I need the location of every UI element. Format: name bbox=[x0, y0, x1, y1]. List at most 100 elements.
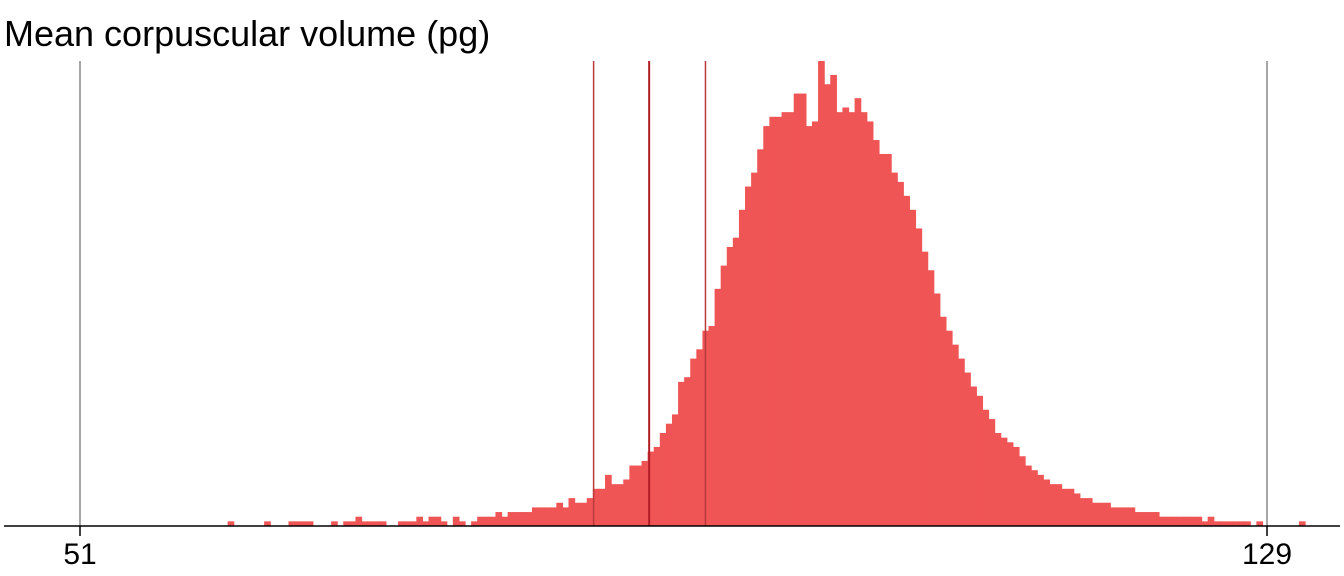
histogram-bar bbox=[629, 465, 637, 526]
histogram-bar bbox=[1238, 521, 1245, 526]
histogram-bar bbox=[751, 172, 758, 526]
histogram-bar bbox=[1244, 521, 1251, 526]
histogram-bar bbox=[921, 251, 929, 526]
histogram-bar bbox=[781, 112, 789, 527]
histogram-bar bbox=[440, 521, 448, 526]
histogram-bar bbox=[659, 433, 667, 526]
histogram-bar bbox=[586, 498, 594, 526]
histogram-bar bbox=[1091, 502, 1099, 526]
histogram-bar bbox=[635, 465, 643, 526]
histogram-bar bbox=[671, 414, 679, 526]
histogram-bar bbox=[489, 516, 497, 526]
histogram-bar bbox=[1183, 516, 1190, 526]
histogram-bar bbox=[416, 516, 424, 526]
histogram-bar bbox=[1158, 516, 1166, 526]
histogram-bar bbox=[550, 507, 557, 526]
histogram-bar bbox=[842, 107, 850, 526]
histogram-bar bbox=[367, 521, 375, 526]
histogram-bar bbox=[617, 484, 624, 526]
histogram-bar bbox=[525, 512, 533, 526]
histogram-bar bbox=[994, 433, 1002, 526]
histogram-bar bbox=[836, 112, 844, 527]
histogram-bar bbox=[665, 423, 673, 526]
histogram-bar bbox=[1189, 516, 1197, 526]
histogram-bar bbox=[903, 195, 910, 526]
histogram-bar bbox=[891, 172, 898, 526]
histogram-bar bbox=[1165, 516, 1172, 526]
histogram-bar bbox=[915, 228, 923, 526]
histogram-bar bbox=[732, 237, 740, 526]
histogram-bar bbox=[1177, 516, 1184, 526]
histogram-bar bbox=[568, 498, 576, 526]
histogram-bar bbox=[1031, 470, 1038, 526]
histogram-bar bbox=[1256, 521, 1264, 526]
histogram-bar bbox=[623, 479, 630, 526]
histogram-bar bbox=[1098, 502, 1105, 526]
histogram-bar bbox=[964, 372, 971, 526]
histogram-bar bbox=[300, 521, 308, 526]
histogram-bar bbox=[678, 381, 685, 526]
histogram-bar bbox=[1110, 507, 1117, 526]
histogram-bar bbox=[976, 395, 984, 526]
histogram-bar bbox=[1213, 521, 1221, 526]
histogram-bar bbox=[361, 521, 369, 526]
histogram-bar bbox=[343, 521, 350, 526]
histogram-bar bbox=[726, 247, 734, 526]
histogram-bar bbox=[1225, 521, 1233, 526]
histogram-bar bbox=[1140, 512, 1148, 526]
histogram-bar bbox=[945, 330, 953, 526]
histogram-bar bbox=[1207, 516, 1215, 526]
histogram-bar bbox=[611, 484, 618, 526]
histogram-bar bbox=[1043, 479, 1050, 526]
histogram-bar bbox=[818, 61, 825, 526]
histogram-bar bbox=[1018, 456, 1026, 526]
x-tick-label-51: 51 bbox=[63, 538, 96, 571]
histogram-bar bbox=[1085, 498, 1093, 526]
histogram-bar bbox=[379, 521, 387, 526]
histogram-bar bbox=[1195, 516, 1203, 526]
histogram-bar bbox=[1134, 512, 1142, 526]
histogram-bar bbox=[410, 521, 417, 526]
histogram-bar bbox=[598, 488, 606, 526]
histogram-bar bbox=[872, 140, 880, 527]
histogram-bar bbox=[970, 386, 977, 526]
histogram-bar bbox=[1116, 507, 1124, 526]
reference-lines bbox=[79, 61, 1268, 526]
histogram-bar bbox=[1067, 488, 1075, 526]
histogram-bar bbox=[653, 446, 661, 526]
chart-title: Mean corpuscular volume (pg) bbox=[4, 13, 491, 54]
histogram-bar bbox=[958, 358, 965, 526]
histogram-bar bbox=[605, 474, 612, 526]
histogram-bar bbox=[1298, 521, 1306, 526]
histogram-bar bbox=[452, 516, 460, 526]
histogram-bar bbox=[1122, 507, 1130, 526]
histogram-bar bbox=[714, 288, 722, 526]
histogram-bar bbox=[720, 265, 728, 526]
histogram-bar bbox=[404, 521, 411, 526]
histogram-bar bbox=[507, 512, 515, 526]
histogram-bar bbox=[696, 349, 704, 526]
histogram-bar bbox=[373, 521, 381, 526]
histogram-bar bbox=[1104, 502, 1111, 526]
histogram-bar bbox=[1049, 484, 1057, 526]
histogram-bar bbox=[799, 93, 807, 527]
histogram-bar bbox=[1006, 442, 1014, 526]
histogram-bar bbox=[909, 209, 917, 527]
histogram-bar bbox=[848, 112, 856, 527]
histogram-bar bbox=[805, 126, 813, 526]
histogram-bar bbox=[306, 521, 314, 526]
histogram-bar bbox=[738, 209, 746, 527]
histogram-bar bbox=[684, 377, 691, 526]
histogram-bar bbox=[1146, 512, 1154, 526]
histogram-bar bbox=[854, 98, 862, 526]
histogram-bar bbox=[1232, 521, 1239, 526]
histogram-bar bbox=[544, 507, 551, 526]
histogram-bar bbox=[428, 516, 436, 526]
histogram-bar bbox=[288, 521, 296, 526]
histogram-bar bbox=[592, 488, 600, 526]
histogram-bar bbox=[824, 84, 831, 526]
histogram-bar bbox=[830, 74, 837, 526]
histogram-bar bbox=[866, 121, 874, 526]
histogram-bar bbox=[775, 116, 783, 527]
